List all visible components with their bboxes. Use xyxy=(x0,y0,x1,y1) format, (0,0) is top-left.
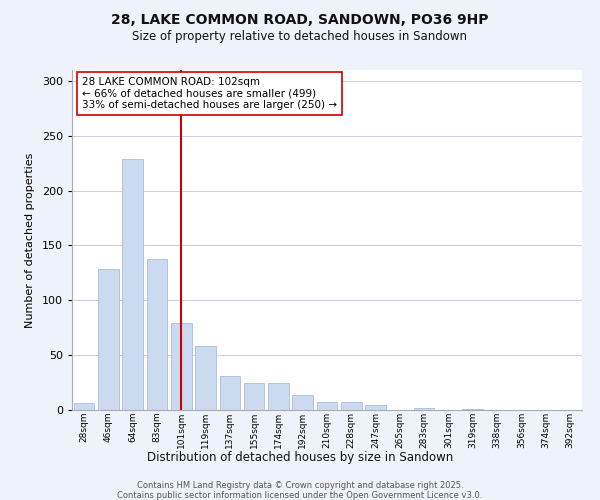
Bar xyxy=(195,346,216,410)
Bar xyxy=(414,408,434,410)
Bar xyxy=(317,402,337,410)
Bar xyxy=(171,324,191,410)
Text: Contains HM Land Registry data © Crown copyright and database right 2025.: Contains HM Land Registry data © Crown c… xyxy=(137,482,463,490)
Bar xyxy=(292,394,313,410)
Bar xyxy=(98,268,119,410)
Bar xyxy=(220,376,240,410)
Bar xyxy=(244,382,265,410)
Bar xyxy=(365,404,386,410)
Bar xyxy=(268,382,289,410)
Bar xyxy=(122,159,143,410)
Bar xyxy=(146,258,167,410)
Text: Contains public sector information licensed under the Open Government Licence v3: Contains public sector information licen… xyxy=(118,490,482,500)
Text: Distribution of detached houses by size in Sandown: Distribution of detached houses by size … xyxy=(147,451,453,464)
Text: 28, LAKE COMMON ROAD, SANDOWN, PO36 9HP: 28, LAKE COMMON ROAD, SANDOWN, PO36 9HP xyxy=(111,12,489,26)
Text: 28 LAKE COMMON ROAD: 102sqm
← 66% of detached houses are smaller (499)
33% of se: 28 LAKE COMMON ROAD: 102sqm ← 66% of det… xyxy=(82,77,337,110)
Text: Size of property relative to detached houses in Sandown: Size of property relative to detached ho… xyxy=(133,30,467,43)
Bar xyxy=(74,404,94,410)
Bar xyxy=(463,409,483,410)
Bar xyxy=(341,402,362,410)
Y-axis label: Number of detached properties: Number of detached properties xyxy=(25,152,35,328)
